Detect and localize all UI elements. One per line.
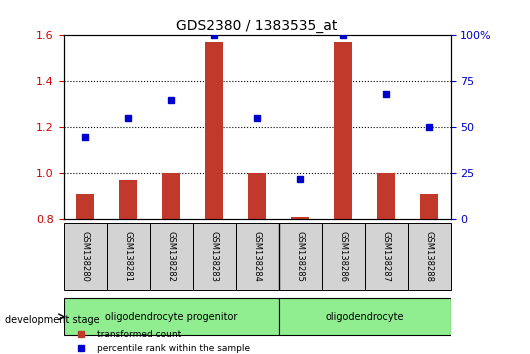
Text: oligodendrocyte progenitor: oligodendrocyte progenitor — [105, 312, 237, 322]
Text: oligodendrocyte: oligodendrocyte — [325, 312, 404, 322]
Bar — [292, 217, 308, 219]
FancyBboxPatch shape — [365, 223, 408, 290]
FancyBboxPatch shape — [279, 223, 322, 290]
Text: GSM138281: GSM138281 — [123, 231, 132, 282]
Bar — [420, 194, 438, 219]
FancyBboxPatch shape — [192, 223, 235, 290]
Bar — [377, 173, 395, 219]
FancyBboxPatch shape — [64, 298, 279, 335]
FancyBboxPatch shape — [322, 223, 365, 290]
Text: GSM138284: GSM138284 — [253, 231, 261, 282]
Legend: transformed count, percentile rank within the sample: transformed count, percentile rank withi… — [68, 327, 254, 354]
Text: GSM138283: GSM138283 — [209, 231, 218, 282]
Text: GSM138285: GSM138285 — [296, 231, 305, 282]
Bar — [119, 180, 137, 219]
FancyBboxPatch shape — [107, 223, 149, 290]
Text: GSM138286: GSM138286 — [339, 231, 348, 282]
Text: GSM138280: GSM138280 — [81, 231, 90, 282]
FancyBboxPatch shape — [149, 223, 192, 290]
Title: GDS2380 / 1383535_at: GDS2380 / 1383535_at — [176, 19, 338, 33]
FancyBboxPatch shape — [64, 223, 107, 290]
FancyBboxPatch shape — [408, 223, 450, 290]
FancyBboxPatch shape — [235, 223, 279, 290]
Bar — [334, 42, 351, 219]
Bar — [163, 173, 180, 219]
Bar — [249, 173, 266, 219]
Text: GSM138287: GSM138287 — [382, 231, 391, 282]
Text: GSM138282: GSM138282 — [166, 231, 175, 282]
Text: development stage: development stage — [5, 315, 100, 325]
Bar — [206, 42, 223, 219]
Text: GSM138288: GSM138288 — [425, 231, 434, 282]
FancyBboxPatch shape — [279, 298, 450, 335]
Bar — [76, 194, 94, 219]
